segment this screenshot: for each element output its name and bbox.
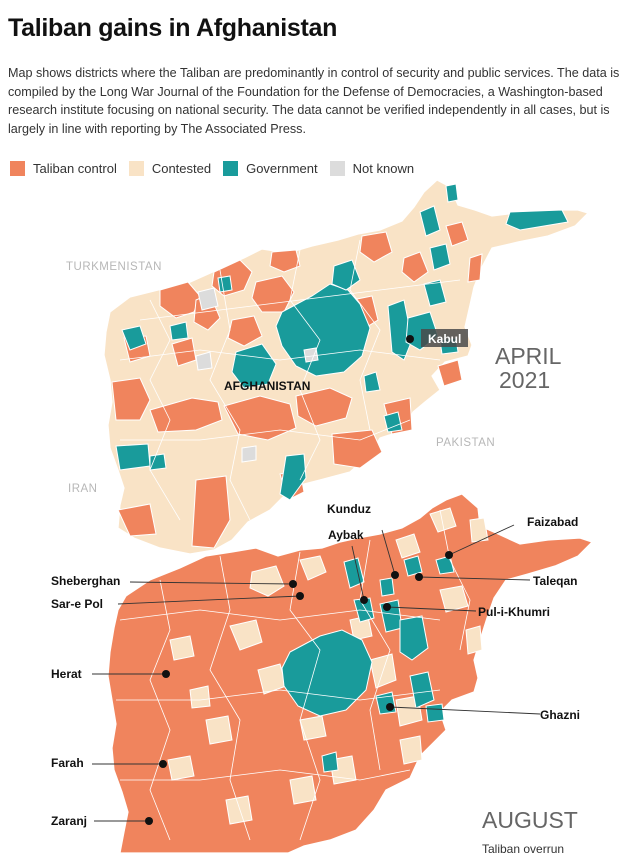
legend-label-contested: Contested	[151, 161, 212, 176]
map-description: Map shows districts where the Taliban ar…	[8, 66, 620, 136]
taleqan-label: Taleqan	[533, 574, 577, 588]
herat-label: Herat	[51, 667, 82, 681]
legend-item-government: Government	[223, 161, 318, 176]
august-city-markers	[145, 551, 453, 825]
contested-swatch	[128, 161, 144, 176]
map-legend: Taliban control Contested Government Not…	[10, 161, 414, 176]
april-not-known-regions	[195, 287, 319, 463]
kabul-label: Kabul	[428, 332, 461, 346]
april-map: TURKMENISTAN PAKISTAN IRAN	[66, 179, 590, 555]
herat-marker	[162, 670, 170, 678]
april-year-label: 2021	[499, 367, 550, 393]
ghazni-label: Ghazni	[540, 708, 580, 722]
kunduz-label: Kunduz	[327, 502, 371, 516]
faizabad-label: Faizabad	[527, 515, 578, 529]
legend-label-taliban: Taliban control	[33, 161, 117, 176]
april-period-label: APRIL	[495, 343, 562, 369]
map-title: Taliban gains in Afghanistan	[8, 14, 338, 42]
sheberghan-marker	[289, 580, 297, 588]
ghazni-marker	[386, 703, 394, 711]
not-known-swatch	[329, 161, 345, 176]
august-map: Kunduz Faizabad Aybak Sheberghan Taleqan…	[51, 493, 594, 853]
august-district-lines	[116, 509, 471, 841]
sheberghan-label: Sheberghan	[51, 574, 120, 588]
taliban-swatch	[10, 161, 25, 176]
turkmenistan-label: TURKMENISTAN	[66, 261, 162, 273]
legend-label-not-known: Not known	[352, 161, 415, 176]
april-government-regions	[115, 183, 569, 501]
legend-item-not-known: Not known	[329, 161, 415, 176]
zaranj-marker	[145, 817, 153, 825]
iran-label: IRAN	[68, 483, 97, 495]
august-government-regions	[281, 555, 455, 773]
april-district-lines	[119, 239, 461, 521]
legend-item-taliban: Taliban control	[10, 161, 117, 176]
kabul-label-box	[421, 329, 468, 347]
faizabad-marker	[445, 551, 453, 559]
government-swatch	[223, 161, 239, 176]
pakistan-label: PAKISTAN	[436, 437, 495, 449]
farah-label: Farah	[51, 756, 84, 770]
taleqan-marker	[415, 573, 423, 581]
sar-e-pol-label: Sar-e Pol	[51, 597, 103, 611]
legend-label-government: Government	[246, 161, 318, 176]
kunduz-marker	[391, 571, 399, 579]
zaranj-label: Zaranj	[51, 814, 87, 828]
pul-i-khumri-label: Pul-i-Khumri	[478, 605, 550, 619]
legend-item-contested: Contested	[128, 161, 212, 176]
aybak-marker	[360, 596, 368, 604]
august-period-label: AUGUST	[482, 807, 578, 833]
sar-e-pol-marker	[296, 592, 304, 600]
farah-marker	[159, 760, 167, 768]
august-subtitle: Taliban overrun	[482, 842, 564, 853]
aybak-label: Aybak	[328, 528, 364, 542]
august-contested-regions	[167, 507, 489, 825]
august-leader-lines	[92, 524, 541, 822]
afghanistan-label: AFGHANISTAN	[224, 379, 310, 393]
pul-i-khumri-marker	[383, 603, 391, 611]
kabul-marker	[406, 335, 414, 343]
